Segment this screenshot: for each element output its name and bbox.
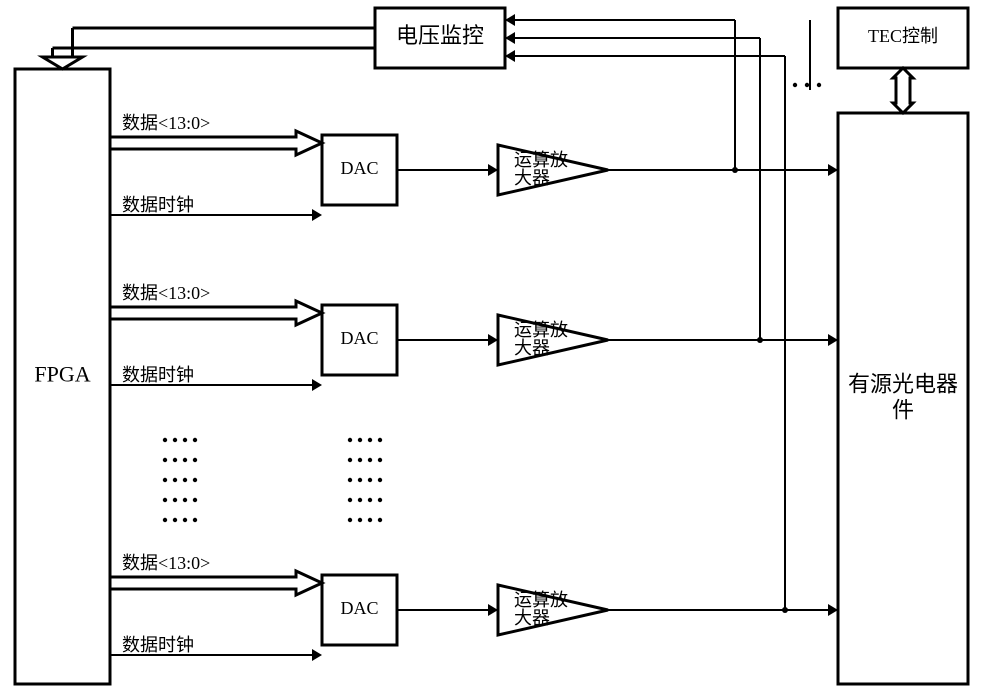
svg-text:有源光电器: 有源光电器 <box>848 372 958 397</box>
svg-text:DAC: DAC <box>340 598 378 618</box>
svg-text:大器: 大器 <box>514 608 550 628</box>
svg-text:件: 件 <box>892 398 914 423</box>
data-label-3: 数据<13:0> <box>122 553 210 573</box>
svg-text:DAC: DAC <box>340 328 378 348</box>
vmon-label: 电压监控 <box>396 23 484 48</box>
svg-text:DAC: DAC <box>340 158 378 178</box>
tec-label: TEC控制 <box>868 26 938 46</box>
data-label-2: 数据<13:0> <box>122 283 210 303</box>
svg-text:大器: 大器 <box>514 168 550 188</box>
svg-text:运算放: 运算放 <box>514 150 568 170</box>
svg-text:大器: 大器 <box>514 338 550 358</box>
svg-text:运算放: 运算放 <box>514 590 568 610</box>
data-label-1: 数据<13:0> <box>122 113 210 133</box>
fpga-label: FPGA <box>34 362 90 387</box>
clk-label-2: 数据时钟 <box>122 365 194 385</box>
svg-text:运算放: 运算放 <box>514 320 568 340</box>
clk-label-3: 数据时钟 <box>122 635 194 655</box>
clk-label-1: 数据时钟 <box>122 195 194 215</box>
tec-device-link <box>893 68 913 113</box>
